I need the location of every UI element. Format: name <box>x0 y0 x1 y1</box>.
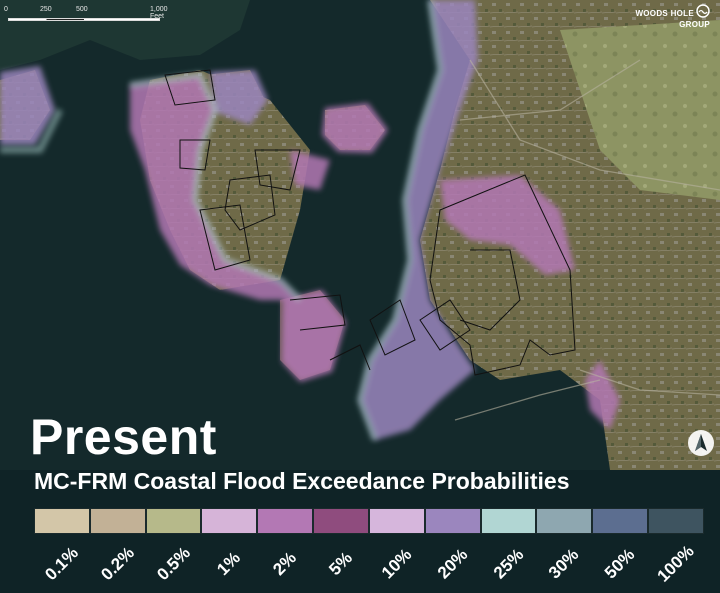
scale-line <box>8 18 160 21</box>
legend-swatch <box>34 508 90 534</box>
legend-swatch <box>257 508 314 534</box>
probability-legend <box>34 508 704 536</box>
legend-title: MC-FRM Coastal Flood Exceedance Probabil… <box>34 468 570 494</box>
scale-bar: 0 250 500 1,000 Feet <box>4 6 174 30</box>
legend-swatch <box>424 508 481 534</box>
legend-swatch <box>592 508 649 534</box>
legend-label: 0.5% <box>152 543 194 585</box>
woods-hole-group-logo: WOODS HOLE GROUP <box>635 4 710 30</box>
legend-label: 5% <box>325 548 357 580</box>
scale-label-500: 500 <box>76 6 88 13</box>
page-title: Present <box>30 409 217 465</box>
legend-labels: 0.1% 0.2% 0.5% 1% 2% 5% 10% 20% 25% 30% 50% 100% <box>34 538 704 590</box>
legend-swatch <box>201 508 258 534</box>
logo-line2: GROUP <box>679 20 710 29</box>
legend-label: 2% <box>269 548 301 580</box>
legend-label: 20% <box>433 544 472 583</box>
legend-swatch <box>89 508 146 534</box>
logo-line1: WOODS HOLE <box>635 9 694 18</box>
roads <box>454 59 720 421</box>
legend-label: 0.1% <box>41 543 82 585</box>
north-arrow-icon <box>688 430 714 456</box>
scale-label-1000: 1,000 Feet <box>150 6 168 20</box>
legend-swatch <box>313 508 369 534</box>
legend-swatch <box>480 508 537 534</box>
legend-label: 1% <box>213 548 245 580</box>
legend-swatch <box>368 508 425 534</box>
legend-label: 0.2% <box>96 543 138 585</box>
legend-label: 25% <box>489 544 527 583</box>
scale-label-250: 250 <box>40 6 52 13</box>
scale-label-0: 0 <box>4 6 8 13</box>
legend-label: 100% <box>653 541 698 586</box>
legend-label: 30% <box>545 544 583 583</box>
legend-label: 10% <box>377 544 416 583</box>
parcel-outlines <box>164 69 576 376</box>
flood-zone-fringe <box>0 0 444 442</box>
legend-swatch <box>648 508 704 534</box>
legend-label: 50% <box>601 544 639 583</box>
legend-swatch <box>145 508 202 534</box>
legend-swatch <box>536 508 593 534</box>
wave-logo-icon <box>696 4 710 19</box>
flood-map <box>0 0 720 470</box>
